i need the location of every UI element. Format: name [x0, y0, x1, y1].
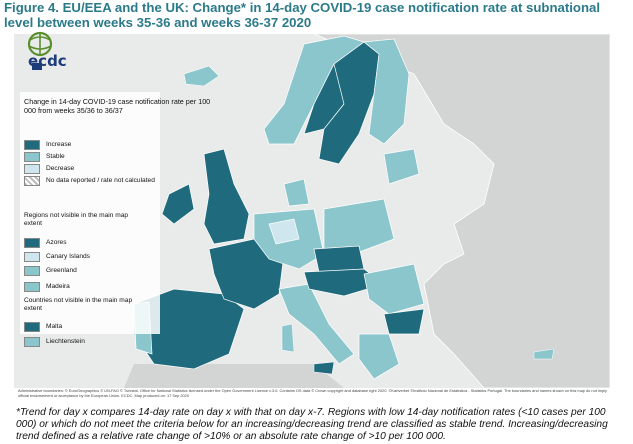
- regions-not-visible-title: Regions not visible in the main map exte…: [24, 212, 129, 227]
- baltics: [383, 148, 420, 185]
- legend-label-increase: Increase: [46, 141, 72, 148]
- greece: [358, 333, 400, 380]
- europe-map: [14, 33, 611, 389]
- czechia: [313, 245, 365, 273]
- label-liechtenstein: Liechtenstein: [46, 338, 85, 345]
- ecdc-globe-logo-icon: [27, 31, 53, 70]
- figure-title: Figure 4. EU/EEA and the UK: Change* in …: [4, 0, 600, 30]
- denmark: [283, 178, 310, 207]
- norway: [263, 35, 365, 145]
- label-malta: Malta: [46, 323, 63, 330]
- italy: [278, 283, 355, 365]
- poland: [323, 198, 395, 255]
- legend-panel: [20, 92, 160, 334]
- map-credits: Administrative boundaries: © EuroGeograp…: [18, 388, 607, 398]
- ecdc-logo: [22, 30, 78, 74]
- swatch-greenland: [24, 266, 40, 276]
- countries-not-visible-title: Countries not visible in the main map ex…: [24, 297, 133, 312]
- map-canvas: [14, 33, 611, 389]
- label-madeira: Madeira: [46, 283, 70, 290]
- swatch-azores: [24, 238, 40, 248]
- uk: [203, 148, 250, 245]
- legend-swatch-stable: [24, 152, 40, 162]
- legend-swatch-decrease: [24, 164, 40, 174]
- ireland: [161, 183, 195, 225]
- bulgaria: [383, 308, 425, 335]
- cyprus: [533, 348, 555, 360]
- legend-label-decrease: Decrease: [46, 165, 75, 172]
- legend-label-stable: Stable: [46, 153, 65, 160]
- swatch-canary-islands: [24, 252, 40, 262]
- label-azores: Azores: [46, 239, 67, 246]
- legend-title: Change in 14-day COVID-19 case notificat…: [24, 97, 211, 115]
- label-canary-islands: Canary Islands: [46, 253, 90, 260]
- swatch-malta: [24, 322, 40, 332]
- ecdc-logo-text: ecdc: [28, 52, 67, 70]
- swatch-liechtenstein: [24, 337, 40, 347]
- swatch-madeira: [24, 282, 40, 292]
- germany-decrease: [268, 218, 300, 245]
- iceland: [183, 65, 220, 87]
- legend-label-no-data: No data reported / rate not calculated: [46, 177, 155, 184]
- sardinia: [281, 323, 295, 353]
- north-africa-land: [124, 364, 344, 388]
- legend-swatch-increase: [24, 140, 40, 150]
- romania: [363, 263, 425, 315]
- footnote: *Trend for day x compares 14-day rate on…: [16, 407, 608, 442]
- label-greenland: Greenland: [46, 267, 77, 274]
- finland: [363, 38, 410, 145]
- sicily: [313, 361, 335, 375]
- legend-swatch-no-data: [24, 176, 40, 186]
